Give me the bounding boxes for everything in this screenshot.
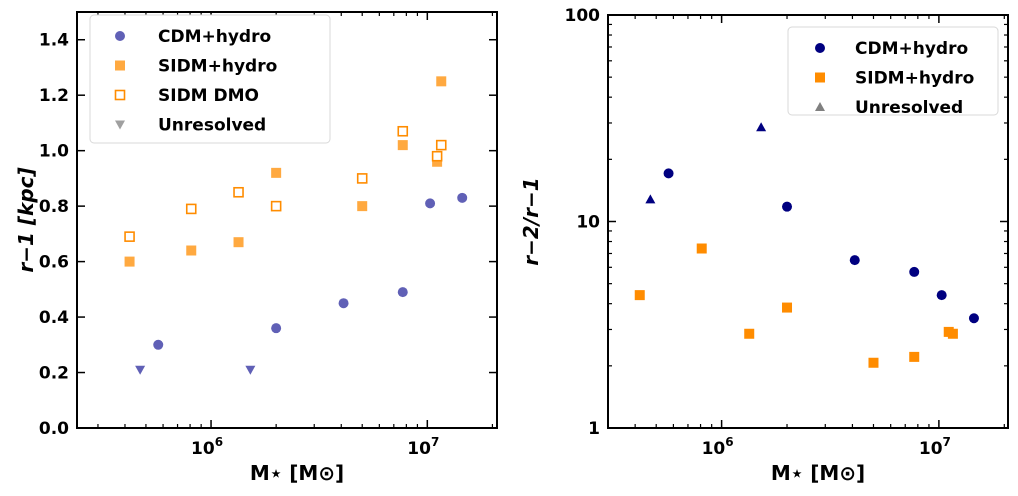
data-point <box>124 256 135 267</box>
y-tick-label: 1.2 <box>39 86 69 106</box>
data-point <box>909 266 920 277</box>
data-point <box>968 313 979 324</box>
y-tick-label: 0.6 <box>39 253 69 273</box>
x-axis-label: M⋆ [M⊙] <box>250 461 344 485</box>
data-point <box>233 186 244 198</box>
legend-label: SIDM+hydro <box>855 69 974 89</box>
y-tick-label: 0.4 <box>39 308 69 328</box>
y-tick-label: 0.8 <box>39 197 69 217</box>
data-point <box>431 150 443 162</box>
data-point <box>457 192 468 203</box>
y-axis-label: r−2/r−1 <box>519 177 543 265</box>
x-tick-base: 10 <box>407 439 431 459</box>
series-sidm-hydro <box>634 243 958 368</box>
x-tick-label: 106 <box>702 435 734 459</box>
y-axis-label: r−1 [kpc] <box>14 167 38 272</box>
data-point <box>436 76 447 87</box>
data-point <box>356 173 368 184</box>
legend-label: SIDM DMO <box>158 86 259 106</box>
y-tick-label: 1.4 <box>39 31 69 51</box>
x-tick-label: 106 <box>191 435 223 459</box>
y-tick-label: 1 <box>588 419 600 439</box>
x-tick-exponent: 7 <box>431 435 439 449</box>
legend-frame <box>787 26 999 116</box>
data-point <box>124 231 135 242</box>
data-point <box>634 290 645 301</box>
data-point <box>909 351 920 362</box>
x-tick-base: 10 <box>919 439 943 459</box>
series-cdm-hydro <box>663 168 979 324</box>
legend-marker <box>115 60 125 71</box>
legend-marker <box>115 120 125 130</box>
x-tick-base: 10 <box>191 439 215 459</box>
data-point <box>756 122 767 132</box>
data-point <box>696 243 707 254</box>
data-point <box>271 323 282 334</box>
y-tick-label: 0.0 <box>39 419 69 439</box>
series-unresolved <box>645 122 767 204</box>
data-point <box>663 168 674 179</box>
data-point <box>397 287 408 298</box>
data-point <box>271 167 282 178</box>
data-point <box>744 328 755 339</box>
data-point <box>186 245 197 256</box>
data-point <box>135 365 146 375</box>
series-cdm-hydro <box>153 192 468 350</box>
series-sidm-dmo <box>124 125 447 242</box>
legend-marker <box>815 43 825 53</box>
data-point <box>782 302 793 313</box>
axes-frame <box>607 14 1009 429</box>
legend-marker <box>815 72 825 83</box>
legend-marker <box>114 89 126 101</box>
data-point <box>645 194 656 204</box>
data-point <box>270 200 282 212</box>
data-point <box>397 125 409 137</box>
legend-marker <box>815 102 825 111</box>
x-tick-exponent: 6 <box>725 435 733 449</box>
data-point <box>868 357 879 368</box>
legend-frame <box>89 14 331 144</box>
y-tick-label: 100 <box>565 6 601 26</box>
legend-label: Unresolved <box>855 98 963 118</box>
x-tick-base: 10 <box>702 439 726 459</box>
series-sidm-hydro <box>124 76 447 267</box>
axes-frame <box>76 11 498 429</box>
data-point <box>947 328 958 339</box>
x-tick-label: 107 <box>919 435 951 459</box>
legend: CDM+hydro SIDM+hydro SIDM DMO Unresolved <box>89 14 331 144</box>
x-axis-label: M⋆ [M⊙] <box>771 461 865 485</box>
y-tick-label: 10 <box>576 213 600 233</box>
x-tick-label: 107 <box>407 435 439 459</box>
data-point <box>233 237 244 248</box>
data-point <box>338 298 349 309</box>
legend-label: CDM+hydro <box>855 39 968 59</box>
x-tick-exponent: 6 <box>215 435 223 449</box>
legend-marker <box>115 31 125 41</box>
data-point <box>245 365 256 375</box>
data-point <box>425 198 436 209</box>
x-tick-exponent: 7 <box>943 435 951 449</box>
data-point <box>435 139 447 151</box>
y-tick-label: 1.0 <box>39 142 69 162</box>
legend-label: Unresolved <box>158 116 266 136</box>
data-point <box>357 201 368 212</box>
data-point <box>782 201 793 212</box>
legend-label: SIDM+hydro <box>158 57 277 77</box>
data-point <box>849 255 860 266</box>
data-point <box>397 140 408 151</box>
data-point <box>432 156 443 167</box>
series-unresolved <box>135 365 256 375</box>
data-point <box>936 290 947 301</box>
legend: CDM+hydro SIDM+hydro Unresolved <box>787 26 999 118</box>
data-point <box>185 203 197 215</box>
data-point <box>153 339 164 350</box>
legend-label: CDM+hydro <box>158 27 271 47</box>
y-tick-label: 0.2 <box>39 364 69 384</box>
